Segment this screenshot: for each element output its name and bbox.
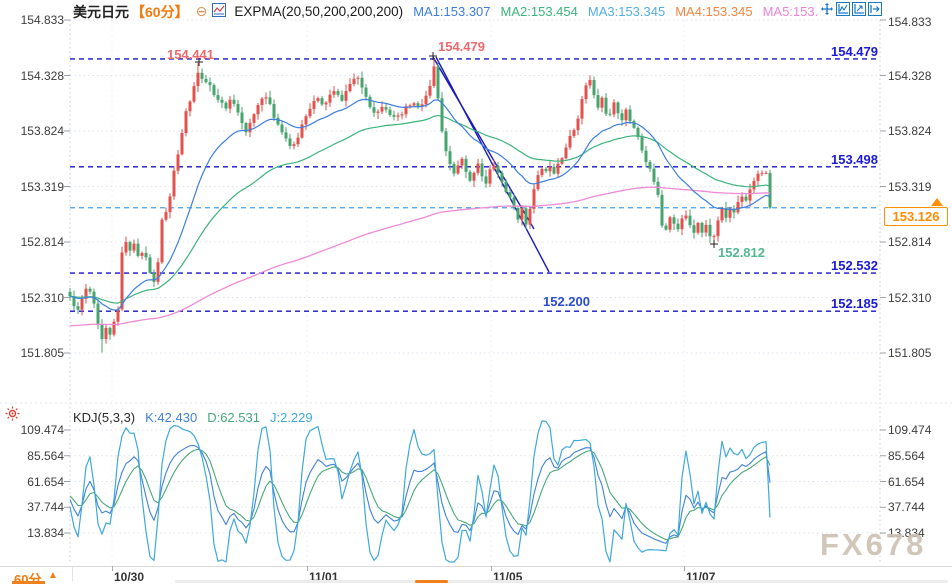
y-axis-label: 154.833 — [20, 13, 64, 27]
chart-toolbar — [820, 2, 882, 16]
date-tick — [112, 566, 113, 571]
ma5-value: MA5:153. — [762, 4, 819, 19]
high-annotation: 154.441 — [167, 47, 214, 62]
watermark: FX678 — [820, 527, 927, 562]
kdj-legend: KDJ(5,3,3) K:42.430 D:62.531 J:2.229 — [73, 410, 313, 425]
low-annotation: 152.812 — [718, 245, 765, 260]
kdj-axis-label: 109.474 — [20, 423, 64, 437]
scrollbar-track[interactable] — [175, 580, 948, 583]
collapse-indicator-icon[interactable]: ⊖ — [195, 3, 208, 19]
indicator-label: EXPMA(20,50,200,200,200) — [234, 4, 404, 19]
axis-auto-fit-icon[interactable] — [852, 2, 866, 16]
kdj-axis-label: 13.834 — [27, 526, 64, 540]
level-annotation: 152.200 — [543, 294, 590, 309]
y-axis-label: 153.824 — [20, 124, 64, 138]
ma4-value: MA4:153.345 — [675, 4, 753, 19]
ma1-value: MA1:153.307 — [413, 4, 491, 19]
axis-scale-icon[interactable] — [836, 2, 850, 16]
kdj-axis-label: 85.564 — [27, 449, 64, 463]
y-axis-label: 153.319 — [888, 180, 932, 194]
y-axis-label: 154.328 — [888, 69, 932, 83]
y-axis-label: 151.805 — [888, 346, 932, 360]
y-axis-label: 152.310 — [888, 291, 932, 305]
level-label: 152.185 — [831, 296, 878, 311]
ma3-value: MA3:153.345 — [587, 4, 666, 19]
kdj-axis-label: 109.474 — [888, 423, 932, 437]
period-label: 【60分】 — [131, 3, 189, 20]
date-tick — [684, 566, 685, 571]
date-label: 10/30 — [114, 570, 145, 584]
kdj-j-value: J:2.229 — [269, 410, 313, 425]
pan-move-icon[interactable] — [820, 2, 834, 16]
mini-chart-icon — [212, 3, 227, 20]
level-label: 152.532 — [831, 258, 878, 273]
kdj-k-value: K:42.430 — [145, 410, 198, 425]
ma2-value: MA2:153.454 — [500, 4, 578, 19]
period-dropdown-arrow-icon[interactable]: ▲ — [48, 570, 58, 581]
current-price-badge: 153.126 — [884, 207, 948, 226]
price-up-arrow-icon — [931, 198, 943, 206]
symbol-name: 美元日元 — [73, 3, 129, 20]
indicator-settings-icon[interactable] — [5, 406, 20, 426]
level-label: 153.498 — [831, 152, 878, 167]
date-tick — [491, 566, 492, 571]
y-axis-label: 154.833 — [888, 15, 932, 29]
kdj-label: KDJ(5,3,3) — [73, 410, 136, 425]
y-axis-label: 151.805 — [20, 346, 64, 360]
kdj-axis-label: 85.564 — [888, 449, 925, 463]
kdj-axis-label: 37.744 — [888, 500, 925, 514]
date-axis-strip — [0, 566, 952, 582]
collapse-panel-icon[interactable] — [868, 2, 882, 16]
period-tab-underline — [12, 581, 45, 584]
y-axis-label: 153.319 — [20, 180, 64, 194]
y-axis-label: 153.824 — [888, 124, 932, 138]
kdj-axis-label: 13.834 — [888, 526, 925, 540]
scrollbar-thumb[interactable] — [415, 580, 448, 583]
date-tick — [307, 566, 308, 571]
y-axis-label: 152.814 — [888, 235, 932, 249]
y-axis-label: 152.310 — [20, 291, 64, 305]
high-annotation: 154.479 — [438, 39, 485, 54]
kdj-axis-label: 61.654 — [888, 475, 925, 489]
kdj-axis-label: 61.654 — [27, 475, 64, 489]
y-axis-label: 154.328 — [20, 69, 64, 83]
y-axis-label: 152.814 — [20, 235, 64, 249]
main-legend: 美元日元 【60分】 ⊖ EXPMA(20,50,200,200,200) MA… — [73, 3, 818, 20]
kdj-d-value: D:62.531 — [207, 410, 260, 425]
kdj-axis-label: 37.744 — [27, 500, 64, 514]
level-label: 154.479 — [831, 44, 878, 59]
divider — [72, 566, 73, 581]
